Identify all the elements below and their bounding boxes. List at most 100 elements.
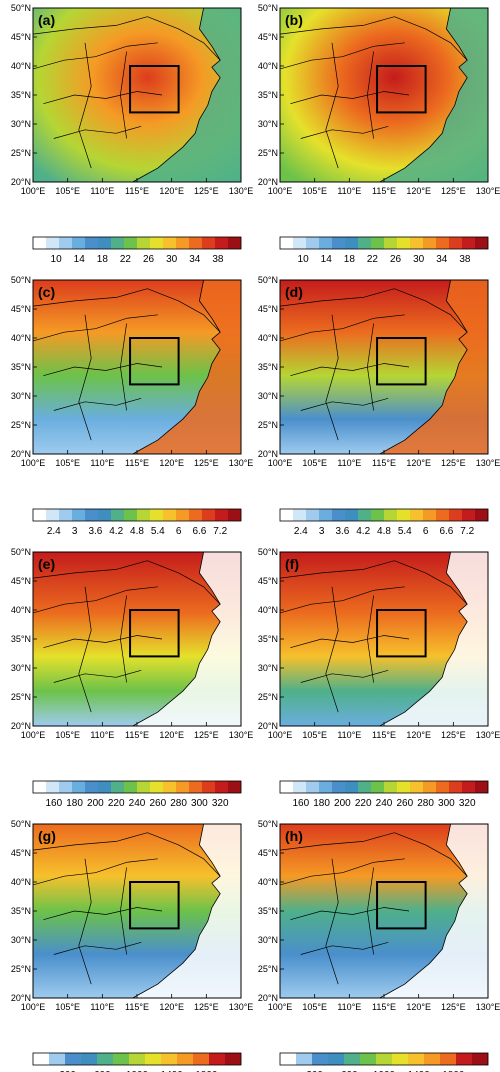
colorbar-tick-label: 4.8 xyxy=(130,526,144,537)
lon-tick-label: 125°E xyxy=(441,1002,466,1012)
colorbar-swatch xyxy=(332,781,346,793)
colorbar-swatch xyxy=(436,237,450,249)
colorbar-swatch xyxy=(193,1053,210,1065)
ocean-area xyxy=(132,824,241,998)
colorbar-swatch xyxy=(124,237,138,249)
lon-tick-label: 110°E xyxy=(90,1002,114,1012)
lon-tick-label: 110°E xyxy=(90,458,114,468)
lon-tick-label: 105°E xyxy=(55,458,80,468)
colorbar-swatch xyxy=(215,237,229,249)
colorbar-swatch xyxy=(449,781,463,793)
colorbar-tick-label: 240 xyxy=(129,798,146,809)
colorbar-swatch xyxy=(161,1053,178,1065)
lon-tick-label: 100°E xyxy=(21,186,46,196)
colorbar-tick-label: 6 xyxy=(423,526,429,537)
colorbar-tick-label: 3 xyxy=(72,526,78,537)
colorbar-swatch xyxy=(215,509,229,521)
colorbar-swatch xyxy=(137,781,151,793)
province-border xyxy=(120,595,127,683)
province-border xyxy=(290,907,410,921)
lat-tick-label: 25°N xyxy=(258,148,278,158)
colorbar-swatch xyxy=(177,1053,194,1065)
province-border xyxy=(78,858,92,985)
colorbar-b: 10 14 18 22 26 30 34 38 xyxy=(279,236,489,265)
lon-tick-label: 130°E xyxy=(476,458,500,468)
lon-tick-label: 125°E xyxy=(441,730,466,740)
colorbar-swatch xyxy=(384,781,398,793)
colorbar-swatch xyxy=(150,781,164,793)
colorbar-swatch xyxy=(98,509,112,521)
study-region-box xyxy=(129,881,180,930)
colorbar-swatch xyxy=(49,1053,66,1065)
colorbar-frame xyxy=(32,508,242,522)
colorbar-swatch xyxy=(423,509,437,521)
panel-label: (g) xyxy=(38,828,56,844)
colorbar-swatch xyxy=(189,781,203,793)
lat-tick-label: 40°N xyxy=(11,61,31,71)
lat-tick-label: 35°N xyxy=(258,362,278,372)
colorbar-swatch xyxy=(384,509,398,521)
lat-tick-label: 30°N xyxy=(11,935,31,945)
colorbar-swatch xyxy=(332,237,346,249)
coastline xyxy=(132,7,221,183)
province-border xyxy=(32,42,158,70)
lon-tick-label: 115°E xyxy=(125,458,149,468)
lat-tick-label: 35°N xyxy=(11,90,31,100)
lat-tick-label: 45°N xyxy=(11,304,31,314)
lon-tick-label: 120°E xyxy=(159,186,184,196)
colorbar-swatch xyxy=(456,1053,473,1065)
colorbar-tick-label: 3.6 xyxy=(335,526,349,537)
colorbar-swatch xyxy=(423,781,437,793)
lat-tick-label: 45°N xyxy=(258,304,278,314)
province-border xyxy=(394,16,468,61)
colorbar-tick-label: 1400 xyxy=(161,1070,184,1072)
ocean-area xyxy=(132,552,241,726)
province-border xyxy=(32,858,158,886)
colorbar-tick-label: 3 xyxy=(319,526,325,537)
coastline xyxy=(379,279,468,455)
colorbar-f: 160 180 200 220 240 260 280 300 320 xyxy=(279,780,489,809)
lon-tick-label: 100°E xyxy=(268,186,293,196)
lon-tick-label: 110°E xyxy=(90,186,114,196)
colorbar-swatch xyxy=(137,237,151,249)
province-border xyxy=(394,288,468,333)
province-border xyxy=(78,314,92,441)
colorbar-swatch xyxy=(163,781,177,793)
province-border xyxy=(279,314,405,342)
colorbar-swatch xyxy=(111,237,125,249)
colorbar-swatch xyxy=(81,1053,98,1065)
colorbar-swatch xyxy=(344,1053,361,1065)
colorbar-tick-label: 320 xyxy=(459,798,476,809)
colorbar-tick-label: 18 xyxy=(97,254,109,265)
colorbar-frame xyxy=(32,236,242,250)
colorbar-swatch xyxy=(129,1053,146,1065)
province-border xyxy=(120,323,127,411)
colorbar-tick-label: 200 xyxy=(334,798,351,809)
panel-label: (e) xyxy=(38,556,55,572)
colorbar-swatch xyxy=(46,509,60,521)
colorbar-swatch xyxy=(137,509,151,521)
colorbar-frame xyxy=(279,236,489,250)
lat-tick-label: 50°N xyxy=(11,275,31,285)
colorbar-swatch xyxy=(46,237,60,249)
province-border xyxy=(325,586,339,713)
lon-tick-label: 125°E xyxy=(441,458,466,468)
colorbar-swatch xyxy=(145,1053,162,1065)
lon-tick-label: 105°E xyxy=(302,186,327,196)
lat-tick-label: 30°N xyxy=(258,391,278,401)
lat-tick-label: 40°N xyxy=(11,333,31,343)
colorbar-swatch xyxy=(33,1053,50,1065)
ocean-area xyxy=(379,824,488,998)
study-region-box xyxy=(376,337,427,386)
colorbar-swatch xyxy=(97,1053,114,1065)
lat-tick-label: 35°N xyxy=(11,634,31,644)
colorbar-tick-label: 10 xyxy=(298,254,310,265)
colorbar-swatch xyxy=(345,237,359,249)
colorbar-swatch xyxy=(72,237,86,249)
study-region-box xyxy=(376,881,427,930)
colorbar-swatch xyxy=(376,1053,393,1065)
lon-tick-label: 130°E xyxy=(229,458,254,468)
colorbar-swatch xyxy=(312,1053,329,1065)
coastline xyxy=(132,279,221,455)
